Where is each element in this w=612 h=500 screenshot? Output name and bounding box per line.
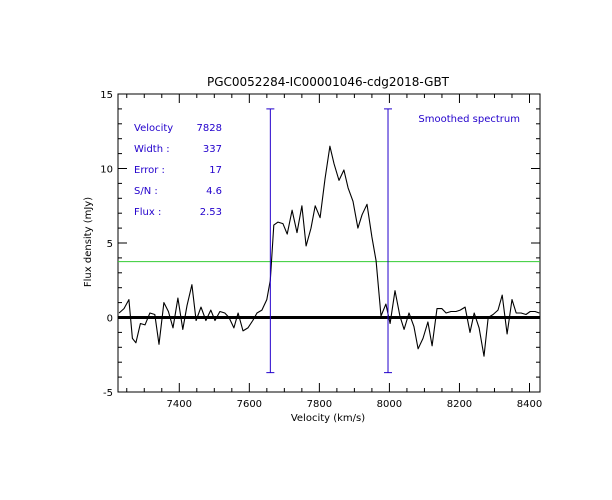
stat-value: 337 — [203, 144, 222, 155]
stat-value: 7828 — [197, 123, 222, 134]
stat-value: 4.6 — [206, 186, 222, 197]
y-tick-label: -5 — [103, 388, 113, 399]
x-tick-label: 8400 — [517, 399, 542, 410]
x-tick-label: 8200 — [447, 399, 472, 410]
x-axis-label: Velocity (km/s) — [291, 413, 365, 424]
plot-area: 7400 7600 7800 8000 8200 8400 -5 0 5 10 15 — [100, 90, 542, 410]
x-tick-label: 7800 — [307, 399, 332, 410]
stat-label: Velocity — [134, 123, 173, 134]
spectrum-line — [118, 145, 540, 357]
stats-panel: Velocity 7828 Width : 337 Error : 17 S/N : 4.6 F… — [134, 123, 222, 218]
stat-label: Flux : — [134, 207, 161, 218]
stat-value: 2.53 — [200, 207, 222, 218]
chart-title: PGC0052284-IC00001046-cdg2018-GBT — [207, 75, 450, 89]
y-tick-label: 0 — [107, 314, 113, 325]
y-tick-label: 10 — [100, 165, 113, 176]
y-axis-label: Flux density (mJy) — [83, 197, 94, 287]
stat-value: 17 — [209, 165, 222, 176]
stat-label: Error : — [134, 165, 165, 176]
x-tick-label: 7600 — [237, 399, 262, 410]
legend-label: Smoothed spectrum — [418, 114, 520, 125]
stat-label: Width : — [134, 144, 170, 155]
y-tick-label: 5 — [107, 239, 113, 250]
y-tick-label: 15 — [100, 90, 113, 101]
x-tick-label: 8000 — [377, 399, 402, 410]
stat-label: S/N : — [134, 186, 158, 197]
x-tick-label: 7400 — [167, 399, 192, 410]
